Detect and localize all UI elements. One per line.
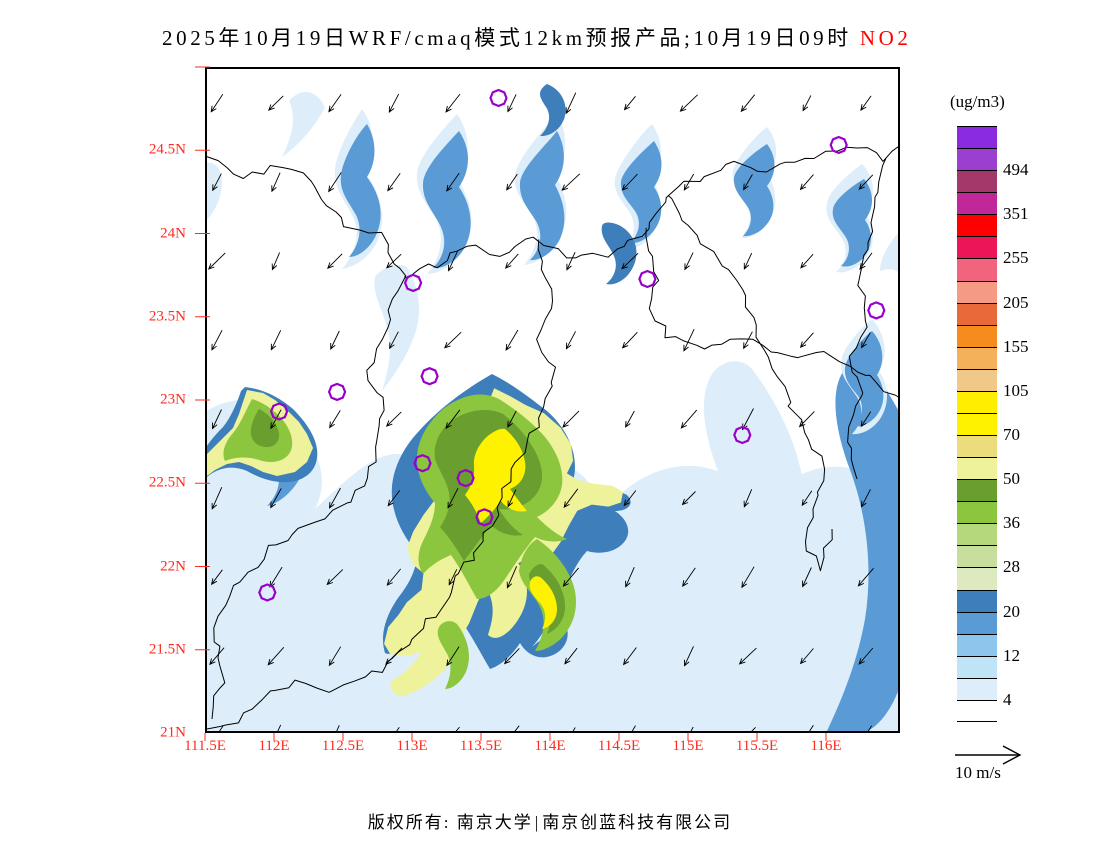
svg-text:10 m/s: 10 m/s <box>955 763 1001 782</box>
